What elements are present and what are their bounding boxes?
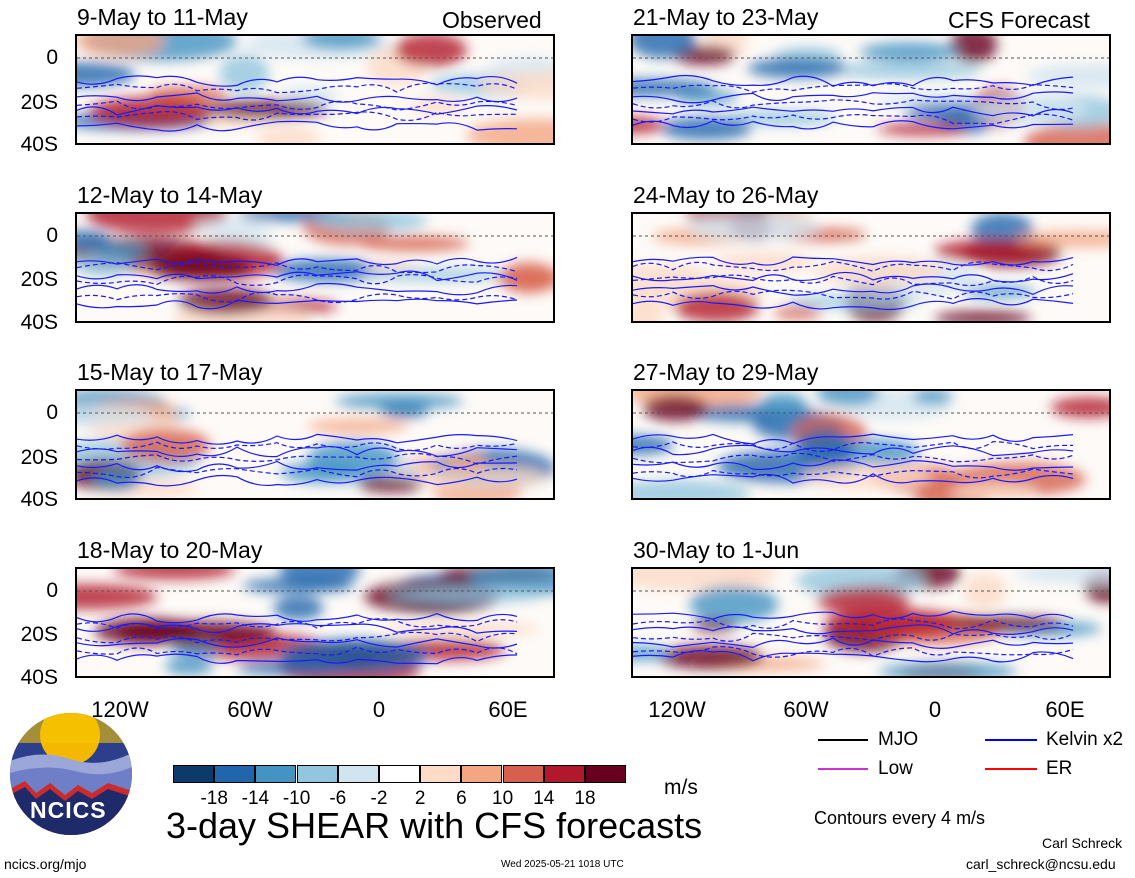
colorbar-label: -14 (241, 788, 270, 809)
legend-line-low (818, 768, 868, 770)
xtick-right-120w: 120W (648, 697, 706, 722)
xtick-right-60e: 60E (1045, 697, 1085, 722)
map-panel-obs-3 (75, 389, 555, 500)
legend-label-kelvin: Kelvin x2 (1046, 729, 1124, 750)
colorbar-swatch (585, 765, 626, 783)
colorbar-swatch (543, 765, 585, 783)
ytick-40s-p4: 40S (20, 666, 58, 689)
colorbar-label: 10 (492, 788, 514, 809)
footer-email[interactable]: carl_schreck@ncsu.edu (966, 856, 1116, 872)
shear-field (77, 391, 553, 498)
legend-line-er (985, 768, 1037, 770)
legend-line-kelvin (985, 739, 1037, 741)
colorbar-label: -6 (329, 788, 347, 809)
map-panel-fc-1 (631, 34, 1111, 145)
observed-label: Observed (442, 7, 542, 33)
shear-field (77, 569, 553, 676)
xtick-left-60e: 60E (488, 697, 528, 722)
contour-note: Contours every 4 m/s (814, 808, 986, 828)
forecast-label: CFS Forecast (948, 7, 1090, 33)
legend-label-mjo: MJO (878, 729, 919, 750)
panel-title-fc-2: 24-May to 26-May (633, 182, 819, 208)
legend-line-mjo (818, 739, 868, 741)
footer-timestamp: Wed 2025-05-21 1018 UTC (501, 859, 624, 870)
colorbar-swatch (173, 765, 214, 783)
footer-url[interactable]: ncics.org/mjo (4, 856, 87, 872)
colorbar-label: 18 (574, 788, 596, 809)
shear-field (633, 214, 1109, 321)
colorbar-swatch (420, 765, 462, 783)
map-panel-fc-3 (631, 389, 1111, 500)
legend-label-low: Low (878, 758, 913, 779)
shear-field (633, 36, 1109, 143)
map-panel-obs-2 (75, 212, 555, 323)
colorbar-swatch (461, 765, 503, 783)
ytick-20s-p2: 20S (20, 268, 58, 291)
ytick-20s-p1: 20S (20, 91, 58, 114)
panel-title-obs-4: 18-May to 20-May (77, 537, 263, 563)
colorbar-swatch (296, 765, 338, 783)
ytick-20s-p4: 20S (20, 623, 58, 646)
colorbar-swatch (379, 765, 420, 783)
shear-field (77, 214, 553, 321)
panel-title-fc-4: 30-May to 1-Jun (633, 537, 800, 563)
xtick-left-120w: 120W (91, 697, 149, 722)
shear-field (77, 36, 553, 143)
panel-title-obs-1: 9-May to 11-May (77, 4, 248, 30)
panel-title-obs-2: 12-May to 14-May (77, 182, 263, 208)
ytick-0-p1: 0 (46, 46, 58, 69)
colorbar-label: 2 (414, 788, 426, 809)
footer-author: Carl Schreck (1042, 835, 1123, 851)
colorbar-swatch (337, 765, 379, 783)
colorbar-swatch (255, 765, 297, 783)
ytick-20s-p3: 20S (20, 446, 58, 469)
map-panel-fc-4 (631, 567, 1111, 678)
panel-title-fc-1: 21-May to 23-May (633, 4, 819, 30)
colorbar-label: -10 (282, 788, 311, 809)
ytick-40s-p3: 40S (20, 488, 58, 511)
panel-title-obs-3: 15-May to 17-May (77, 359, 263, 385)
colorbar-units: m/s (664, 776, 698, 799)
shear-field (633, 391, 1109, 498)
colorbar-label: 14 (533, 788, 555, 809)
xtick-left-0: 0 (372, 697, 386, 722)
ytick-0-p3: 0 (46, 401, 58, 424)
colorbar-label: 6 (456, 788, 467, 809)
xtick-right-60w: 60W (783, 697, 829, 722)
panel-title-fc-3: 27-May to 29-May (633, 359, 819, 385)
shear-field (633, 569, 1109, 676)
xtick-right-0: 0 (928, 697, 942, 722)
ytick-0-p4: 0 (46, 579, 58, 602)
ytick-40s-p2: 40S (20, 311, 58, 334)
logo-text: NCICS (30, 797, 107, 823)
colorbar-label: -18 (200, 788, 228, 809)
map-panel-fc-2 (631, 212, 1111, 323)
ytick-0-p2: 0 (46, 224, 58, 247)
xtick-left-60w: 60W (227, 697, 273, 722)
ncics-logo: NCICS (10, 713, 132, 835)
legend-label-er: ER (1046, 758, 1073, 779)
map-panel-obs-4 (75, 567, 555, 678)
colorbar-label: -2 (370, 788, 388, 809)
ytick-40s-p1: 40S (20, 133, 58, 156)
map-panel-obs-1 (75, 34, 555, 145)
colorbar-swatch (214, 765, 256, 783)
chart-title: 3-day SHEAR with CFS forecasts (166, 805, 703, 846)
colorbar-swatch (502, 765, 544, 783)
